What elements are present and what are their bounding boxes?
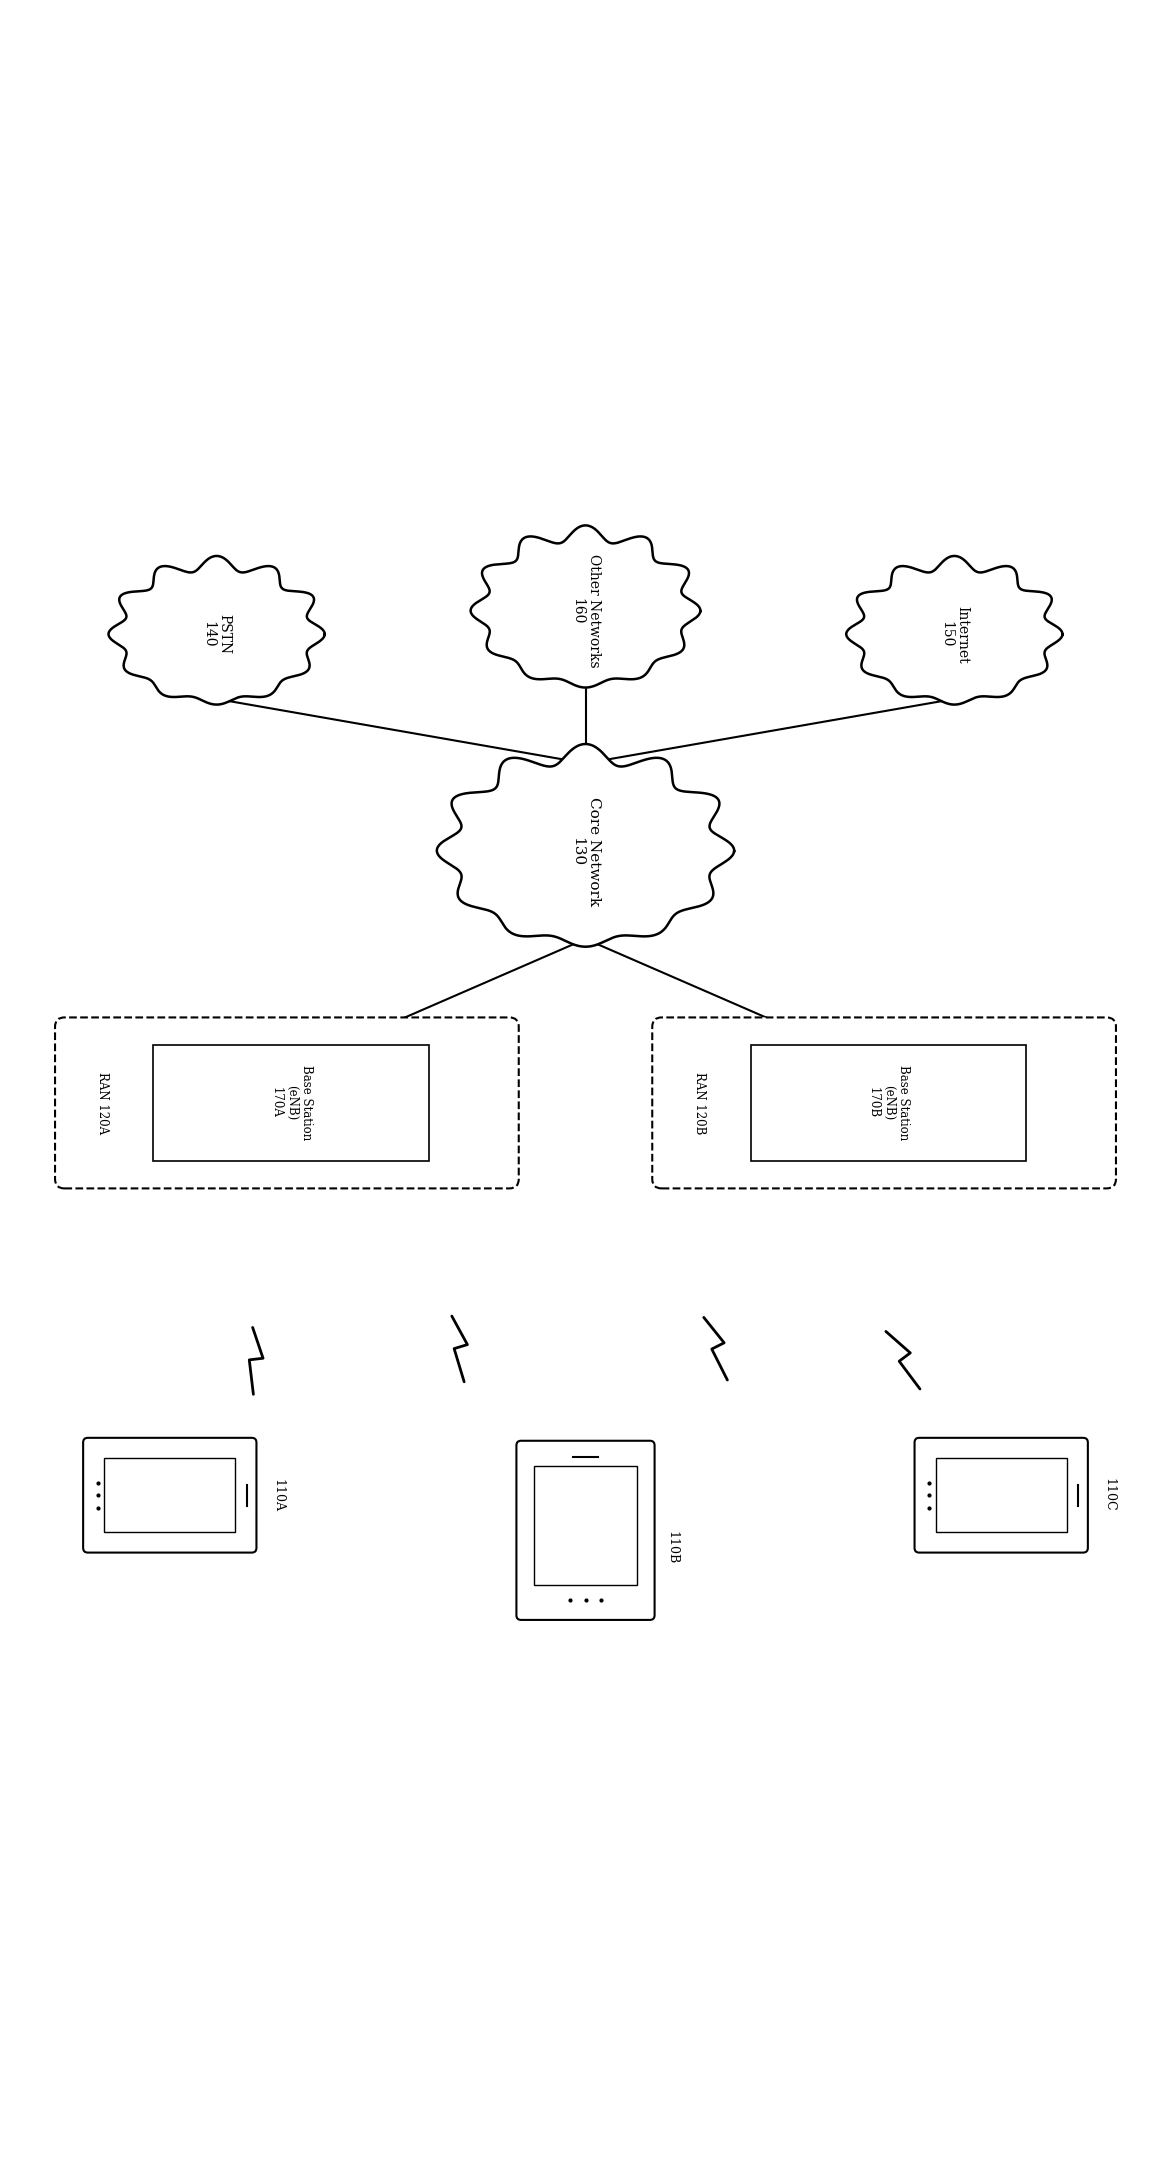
Polygon shape <box>437 745 734 946</box>
Text: 110A: 110A <box>272 1479 285 1511</box>
FancyBboxPatch shape <box>652 1017 1116 1187</box>
FancyBboxPatch shape <box>915 1438 1088 1552</box>
FancyBboxPatch shape <box>55 1017 519 1187</box>
Text: Base Station
(eNB)
170A: Base Station (eNB) 170A <box>269 1064 313 1140</box>
Bar <box>534 1466 637 1585</box>
Text: 110B: 110B <box>665 1531 678 1563</box>
Text: Core Network
130: Core Network 130 <box>570 797 601 907</box>
FancyBboxPatch shape <box>516 1440 655 1619</box>
Polygon shape <box>847 557 1062 704</box>
Bar <box>936 1457 1067 1533</box>
Bar <box>751 1045 1027 1162</box>
Polygon shape <box>471 525 700 687</box>
Text: RAN 120A: RAN 120A <box>96 1071 109 1133</box>
Text: 110C: 110C <box>1103 1479 1116 1511</box>
Bar <box>153 1045 430 1162</box>
Text: RAN 120B: RAN 120B <box>693 1071 706 1133</box>
Polygon shape <box>109 557 324 704</box>
FancyBboxPatch shape <box>83 1438 256 1552</box>
Text: Other Networks
160: Other Networks 160 <box>570 555 601 667</box>
Text: Base Station
(eNB)
170B: Base Station (eNB) 170B <box>867 1064 910 1140</box>
Text: PSTN
140: PSTN 140 <box>201 615 232 654</box>
Text: Internet
150: Internet 150 <box>939 607 970 663</box>
Bar <box>104 1457 235 1533</box>
